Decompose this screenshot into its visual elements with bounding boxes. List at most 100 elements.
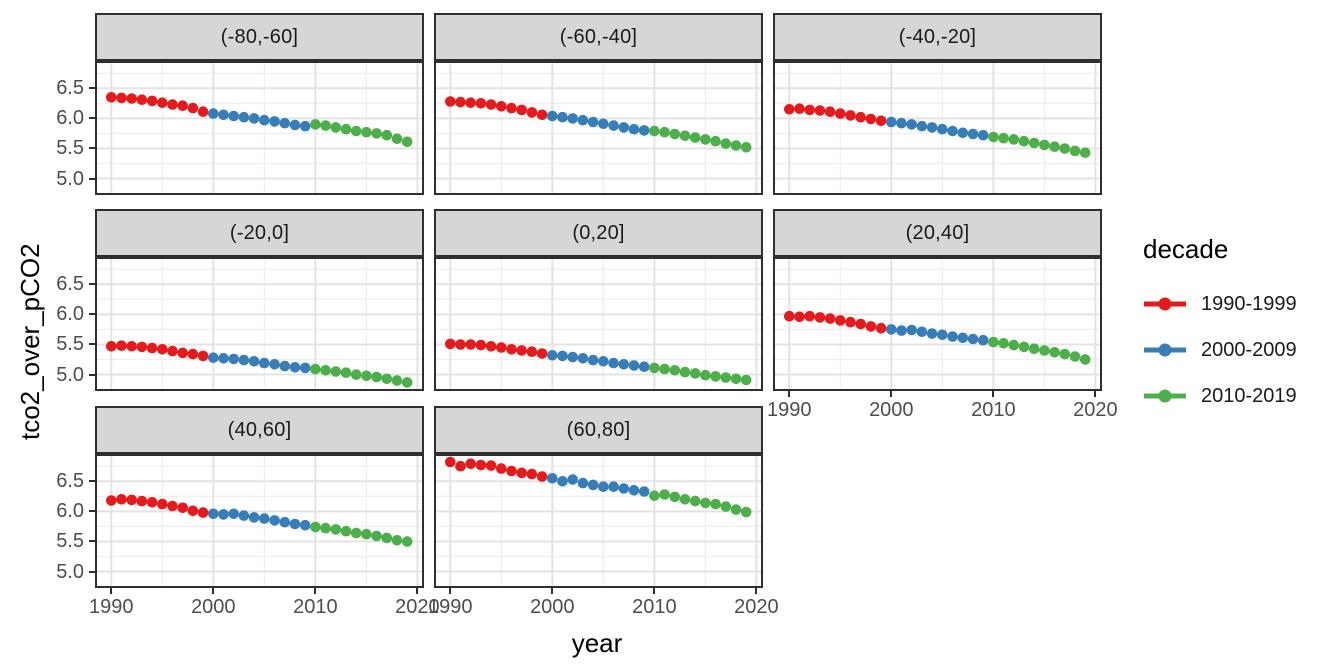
data-point <box>526 346 538 357</box>
legend-item: 2000-2009 <box>1143 327 1338 373</box>
data-point <box>106 341 117 352</box>
data-point <box>340 525 352 537</box>
y-tick-mark <box>89 313 95 316</box>
facet-panel <box>773 61 1102 195</box>
data-point <box>1049 141 1060 152</box>
data-point <box>1039 139 1050 151</box>
data-point <box>496 463 507 474</box>
data-point <box>608 120 619 131</box>
y-tick-label: 5.0 <box>56 363 84 386</box>
data-point <box>628 485 640 496</box>
data-point <box>804 104 815 116</box>
facet-panel <box>95 61 424 195</box>
data-point <box>1008 339 1020 351</box>
data-point <box>465 458 476 470</box>
y-tick-mark <box>89 87 95 90</box>
data-point <box>391 535 403 546</box>
data-point <box>197 106 209 117</box>
data-point <box>865 113 877 125</box>
data-point <box>299 519 311 531</box>
data-point <box>720 138 732 149</box>
data-point <box>506 102 517 114</box>
data-point <box>1079 147 1091 158</box>
data-point <box>855 318 866 330</box>
data-point <box>269 515 280 526</box>
data-point <box>855 111 866 123</box>
data-point <box>455 339 466 350</box>
data-point <box>455 96 466 108</box>
data-point <box>886 116 897 128</box>
data-point <box>167 345 178 357</box>
data-point <box>1008 134 1020 145</box>
data-point <box>208 108 219 119</box>
data-point <box>720 372 732 383</box>
facet-strip-label: (-20,0] <box>229 221 290 244</box>
data-point <box>1039 345 1050 356</box>
x-tick-label: 2010 <box>632 596 677 618</box>
y-tick-label: 6.5 <box>56 273 84 296</box>
facet-strip-label: (40,60] <box>227 418 292 441</box>
data-point <box>926 122 938 133</box>
y-tick-label: 5.5 <box>56 137 84 160</box>
y-tick-label: 5.5 <box>56 333 84 356</box>
data-point <box>485 341 497 352</box>
data-point <box>784 104 795 115</box>
data-point <box>567 113 578 124</box>
data-point <box>824 313 836 324</box>
data-point <box>259 114 270 126</box>
data-point <box>794 103 805 114</box>
data-point <box>557 350 568 362</box>
x-tick-mark <box>755 588 758 594</box>
data-point <box>835 108 846 119</box>
data-point <box>106 92 117 103</box>
data-point <box>187 348 199 360</box>
data-point <box>567 474 578 485</box>
data-point <box>228 110 239 122</box>
legend-item-label: 1990-1999 <box>1201 292 1297 315</box>
data-point <box>167 500 178 512</box>
data-point <box>506 344 517 355</box>
data-point <box>157 344 168 355</box>
data-point <box>116 494 127 505</box>
data-point <box>1059 143 1071 154</box>
data-point <box>845 316 856 328</box>
legend-key-2000-2009-icon <box>1143 341 1187 359</box>
data-point <box>401 536 413 547</box>
y-tick-mark <box>89 283 95 286</box>
legend-title: decade <box>1143 234 1229 264</box>
data-point <box>320 120 331 131</box>
data-point <box>700 369 711 381</box>
data-point <box>906 324 917 336</box>
x-tick-mark <box>1094 391 1097 397</box>
data-point <box>146 342 158 354</box>
legend-item-label: 2000-2009 <box>1201 338 1297 361</box>
data-point <box>896 325 907 336</box>
data-point <box>587 354 599 366</box>
facet-panel <box>95 454 424 588</box>
data-point <box>516 345 527 356</box>
data-point <box>126 93 137 104</box>
data-point <box>638 125 650 136</box>
data-point <box>659 363 670 375</box>
y-tick-mark <box>89 570 95 573</box>
data-point <box>577 477 589 489</box>
x-tick-label: 2000 <box>191 596 236 618</box>
data-point <box>977 129 989 141</box>
data-point <box>289 119 301 131</box>
x-tick-label: 2000 <box>530 596 575 618</box>
data-point <box>700 497 711 509</box>
data-point <box>381 129 393 141</box>
facet-plot-area <box>97 63 422 193</box>
data-point <box>197 350 209 362</box>
facet-plot-area <box>436 456 761 586</box>
data-point <box>197 507 209 518</box>
data-point <box>391 375 403 386</box>
data-point <box>136 94 148 105</box>
data-point <box>638 361 650 372</box>
x-tick-label: 2020 <box>734 596 779 618</box>
y-tick-label: 5.0 <box>56 560 84 583</box>
data-point <box>967 333 979 345</box>
data-point <box>740 142 752 153</box>
facet-strip: (0,20] <box>434 209 763 257</box>
x-tick-mark <box>314 588 317 594</box>
